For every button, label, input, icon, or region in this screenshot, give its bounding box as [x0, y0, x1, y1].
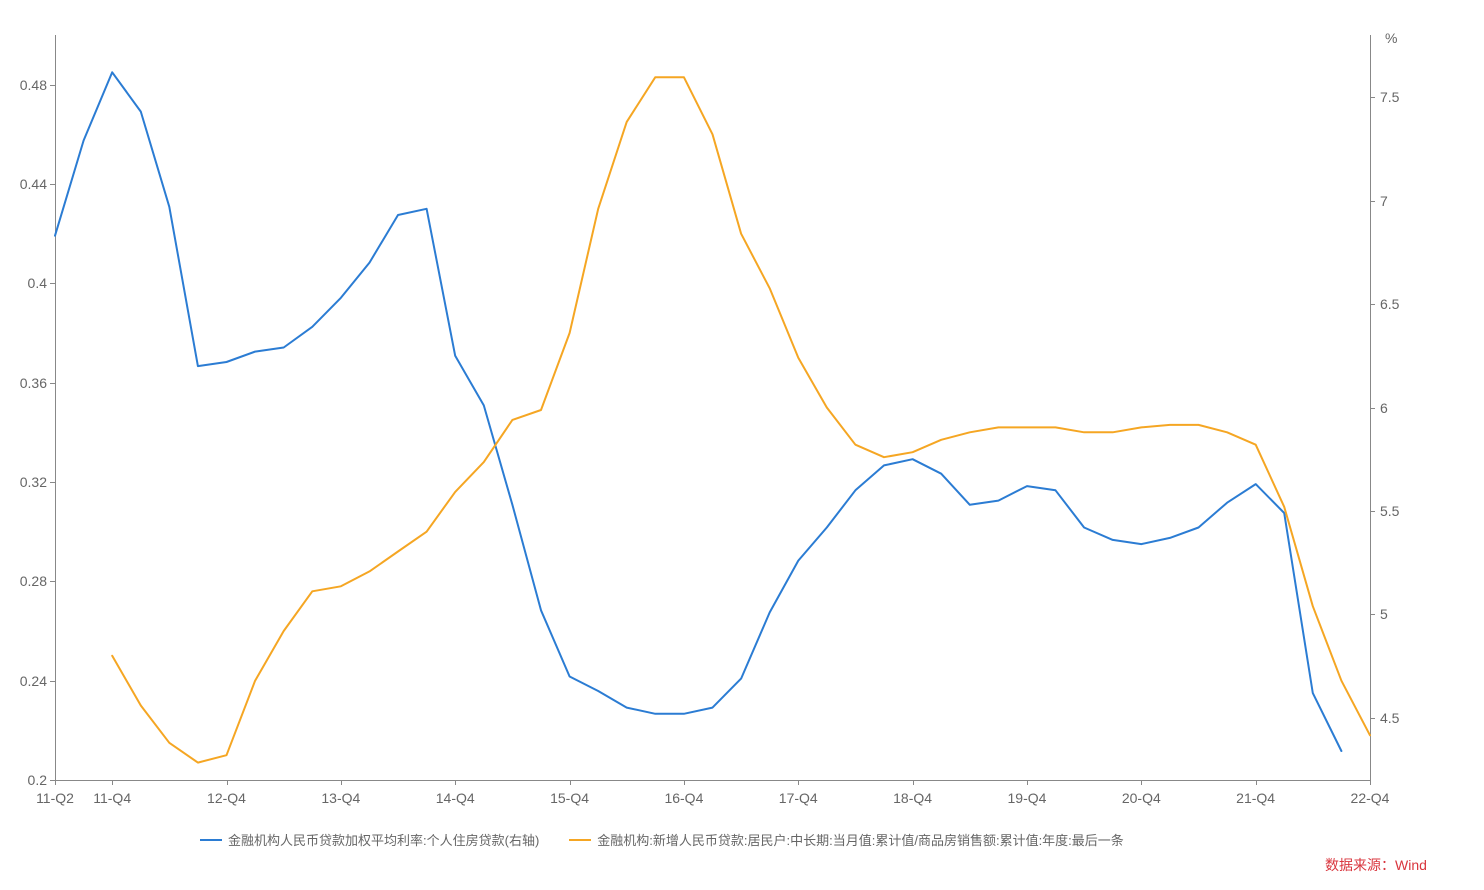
x-tick-mark [1370, 780, 1371, 785]
y-left-tick-mark [50, 681, 55, 682]
legend-item-orange: 金融机构:新增人民币贷款:居民户:中长期:当月值:累计值/商品房销售额:累计值:… [569, 830, 1124, 849]
chart-root: % 0.20.240.280.320.360.40.440.484.555.56… [0, 0, 1484, 890]
x-tick-label: 21-Q4 [1236, 790, 1275, 806]
x-tick-label: 20-Q4 [1122, 790, 1161, 806]
x-tick-mark [341, 780, 342, 785]
x-tick-label: 11-Q2 [36, 790, 74, 806]
y-right-tick-label: 6 [1380, 400, 1388, 416]
x-tick-mark [798, 780, 799, 785]
y-right-tick-label: 6.5 [1380, 296, 1399, 312]
y-left-tick-mark [50, 581, 55, 582]
y-left-tick-label: 0.44 [0, 176, 47, 192]
y-right-tick-mark [1370, 718, 1375, 719]
y-left-tick-mark [50, 283, 55, 284]
x-tick-label: 14-Q4 [436, 790, 475, 806]
x-tick-label: 16-Q4 [664, 790, 703, 806]
y-left-tick-label: 0.36 [0, 375, 47, 391]
y-right-tick-mark [1370, 201, 1375, 202]
y-left-tick-label: 0.4 [0, 275, 47, 291]
y-right-tick-label: 7 [1380, 193, 1388, 209]
x-tick-label: 22-Q4 [1351, 790, 1390, 806]
y-right-tick-label: 5 [1380, 606, 1388, 622]
y-left-tick-mark [50, 482, 55, 483]
x-tick-mark [55, 780, 56, 785]
y-left-tick-label: 0.24 [0, 673, 47, 689]
legend-swatch-orange [569, 839, 591, 841]
legend-item-blue: 金融机构人民币贷款加权平均利率:个人住房贷款(右轴) [200, 830, 539, 849]
x-tick-mark [227, 780, 228, 785]
x-tick-label: 12-Q4 [207, 790, 246, 806]
x-tick-mark [1141, 780, 1142, 785]
y-left-tick-mark [50, 184, 55, 185]
x-tick-label: 15-Q4 [550, 790, 589, 806]
legend-label-blue: 金融机构人民币贷款加权平均利率:个人住房贷款(右轴) [228, 830, 539, 849]
y-left-tick-label: 0.32 [0, 474, 47, 490]
legend: 金融机构人民币贷款加权平均利率:个人住房贷款(右轴) 金融机构:新增人民币贷款:… [200, 830, 1124, 849]
y-left-tick-mark [50, 85, 55, 86]
y-right-tick-mark [1370, 511, 1375, 512]
x-tick-label: 18-Q4 [893, 790, 932, 806]
y-left-tick-label: 0.28 [0, 573, 47, 589]
chart-lines-svg [0, 0, 1484, 890]
x-tick-mark [1256, 780, 1257, 785]
x-tick-label: 17-Q4 [779, 790, 818, 806]
y-right-tick-mark [1370, 408, 1375, 409]
series-line-orange [112, 77, 1370, 762]
legend-label-orange: 金融机构:新增人民币贷款:居民户:中长期:当月值:累计值/商品房销售额:累计值:… [597, 830, 1124, 849]
x-tick-mark [570, 780, 571, 785]
x-tick-mark [684, 780, 685, 785]
series-line-blue [55, 72, 1341, 751]
x-tick-label: 19-Q4 [1007, 790, 1046, 806]
x-tick-label: 11-Q4 [93, 790, 131, 806]
x-tick-mark [913, 780, 914, 785]
y-right-tick-mark [1370, 304, 1375, 305]
x-tick-mark [112, 780, 113, 785]
y-right-tick-label: 4.5 [1380, 710, 1399, 726]
y-left-tick-mark [50, 383, 55, 384]
y-right-tick-mark [1370, 614, 1375, 615]
legend-swatch-blue [200, 839, 222, 841]
x-tick-mark [1027, 780, 1028, 785]
y-right-tick-mark [1370, 97, 1375, 98]
y-right-tick-label: 5.5 [1380, 503, 1399, 519]
y-right-tick-label: 7.5 [1380, 89, 1399, 105]
y-left-tick-label: 0.48 [0, 77, 47, 93]
x-tick-mark [455, 780, 456, 785]
y-left-tick-label: 0.2 [0, 772, 47, 788]
data-source-label: 数据来源：Wind [1325, 855, 1427, 875]
x-tick-label: 13-Q4 [321, 790, 360, 806]
